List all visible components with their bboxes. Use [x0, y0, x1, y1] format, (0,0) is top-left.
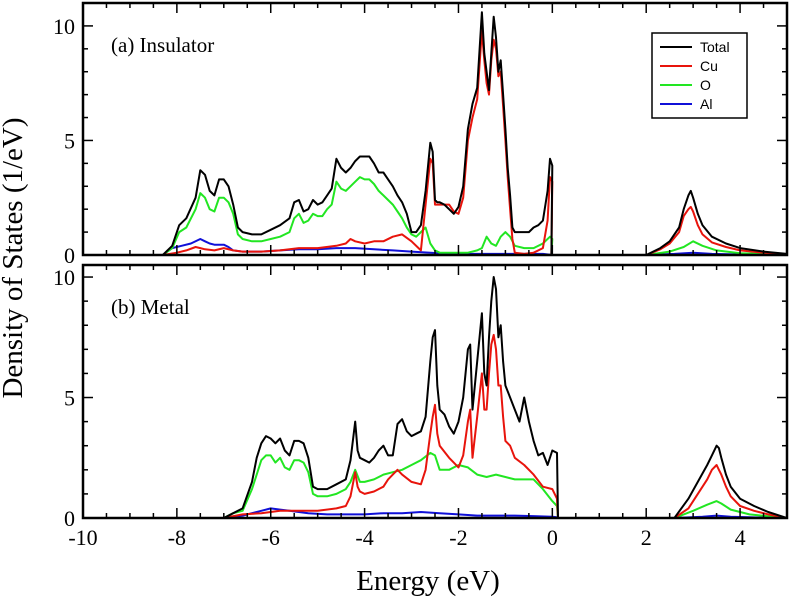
panel-metal-series — [223, 276, 787, 518]
panel-metal-axes: -10 -8 -6 -4 -2 0 2 4 0 5 10 — [53, 263, 789, 550]
y-tick-label: 10 — [53, 265, 75, 290]
y-tick-label: 5 — [64, 386, 75, 411]
panel-insulator-title: (a) Insulator — [111, 33, 214, 57]
x-tick-label: -4 — [355, 525, 373, 550]
panel-metal-title: (b) Metal — [111, 295, 190, 319]
panel-insulator: 0 5 10 (a) Insulator Total Cu O Al — [53, 1, 789, 268]
legend-label-o: O — [700, 77, 711, 93]
series-line-total-insulator — [162, 11, 787, 255]
x-tick-label: 2 — [641, 525, 652, 550]
panel-insulator-series — [162, 11, 787, 255]
legend-label-al: Al — [700, 96, 712, 112]
legend: Total Cu O Al — [651, 32, 748, 119]
series-line-total-metal — [223, 276, 787, 518]
x-tick-label: -2 — [449, 525, 467, 550]
x-tick-label: -6 — [262, 525, 280, 550]
panel-metal: -10 -8 -6 -4 -2 0 2 4 0 5 10 (b) Metal — [53, 263, 789, 550]
y-tick-label: 10 — [53, 14, 75, 39]
series-line-o-insulator — [162, 176, 787, 255]
y-tick-label: 0 — [64, 506, 75, 531]
y-tick-label: 5 — [64, 128, 75, 153]
legend-label-total: Total — [700, 39, 730, 55]
x-tick-label: 0 — [547, 525, 558, 550]
series-line-al-insulator — [162, 238, 787, 255]
x-tick-label: 4 — [735, 525, 746, 550]
panel-insulator-axes: 0 5 10 — [53, 1, 789, 268]
y-tick-label: 0 — [64, 243, 75, 268]
series-line-cu-metal — [223, 333, 787, 518]
y-axis-label: Density of States (1/eV) — [0, 117, 29, 398]
x-tick-label: -10 — [68, 525, 97, 550]
x-axis-label: Energy (eV) — [356, 565, 500, 597]
x-tick-label: -8 — [168, 525, 186, 550]
legend-label-cu: Cu — [700, 58, 718, 74]
